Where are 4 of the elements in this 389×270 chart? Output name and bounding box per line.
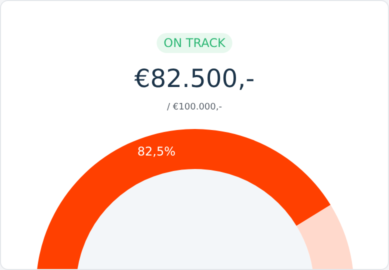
chart-title: €82.500,- [134,64,255,93]
data-label: 82,5% [137,144,176,158]
text: ON TRACK [164,36,226,50]
chart-subtitle: / €100.000,- [167,102,222,112]
